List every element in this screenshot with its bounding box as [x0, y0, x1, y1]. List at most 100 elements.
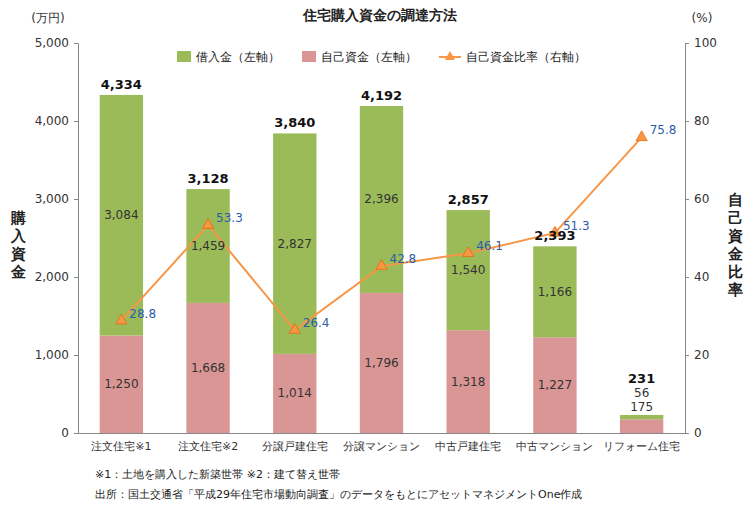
data-label: 1,166: [538, 285, 572, 299]
tick: 中古戸建住宅: [435, 433, 501, 453]
tick-mark: [74, 277, 78, 278]
total-label: 4,192: [361, 88, 402, 103]
legend-item: 自己資金比率（右軸）: [439, 50, 586, 64]
tick-label: 20: [694, 348, 709, 362]
tick: 分譲戸建住宅: [262, 433, 328, 453]
y2-axis-title: 自己資金比率: [727, 191, 743, 299]
data-label: 1,318: [451, 375, 485, 389]
bar: [447, 210, 490, 330]
data-label: 1,796: [364, 356, 398, 370]
tick-label: 3,000: [35, 192, 69, 206]
data-label: 28.8: [129, 307, 156, 321]
total-label: 2,857: [448, 192, 489, 207]
tick: 3,000: [35, 192, 78, 206]
tick-mark: [685, 121, 689, 122]
tick: 4,000: [35, 114, 78, 128]
legend-label: 借入金（左軸）: [196, 50, 280, 64]
bar: [447, 330, 490, 433]
total-label: 231: [628, 371, 655, 386]
tick: 60: [685, 192, 709, 206]
bar: [533, 337, 576, 433]
tick: 80: [685, 114, 709, 128]
tick-label: 4,000: [35, 114, 69, 128]
data-label: 1,459: [191, 239, 225, 253]
bar: [273, 354, 316, 433]
axis-line: [686, 44, 690, 434]
data-label: 51.3: [563, 219, 590, 233]
tick-label: 0: [694, 426, 702, 440]
tick: 注文住宅※2: [178, 433, 238, 453]
tick-label: 5,000: [35, 36, 69, 50]
tick-mark: [685, 43, 689, 44]
y-unit: (万円): [31, 11, 64, 25]
tick-label: 2,000: [35, 270, 69, 284]
data-label: 75.8: [650, 123, 677, 137]
data-label: 1,014: [278, 386, 312, 400]
total-label: 4,334: [101, 77, 142, 92]
tick-mark: [685, 355, 689, 356]
tick: 1,000: [35, 348, 78, 362]
tick: 20: [685, 348, 709, 362]
data-label: 26.4: [303, 316, 330, 330]
bar: [100, 95, 143, 336]
tick-label: 分譲マンション: [343, 440, 420, 453]
data-label: 46.1: [476, 239, 503, 253]
tick-label: 中古マンション: [516, 440, 593, 453]
tick-label: 中古戸建住宅: [435, 440, 501, 453]
data-label: 3,084: [104, 208, 138, 222]
data-label: 1,227: [538, 378, 572, 392]
data-label: 2,396: [364, 192, 398, 206]
footnote: 出所：国土交通省「平成29年住宅市場動向調査」のデータをもとにアセットマネジメン…: [95, 488, 582, 501]
x-axis: 注文住宅※1注文住宅※2分譲戸建住宅分譲マンション中古戸建住宅中古マンションリフ…: [79, 433, 686, 453]
data-label: 175: [630, 400, 653, 414]
line: [121, 137, 641, 330]
labels: 1,250 3,084 4,334 1,668 1,459 3,128 1,014 2,827…: [101, 77, 677, 414]
tick: 分譲マンション: [343, 433, 420, 453]
plot-area: [100, 95, 664, 433]
tick-label: 60: [694, 192, 709, 206]
total-label: 3,840: [274, 115, 315, 130]
legend-label: 自己資金比率（右軸）: [466, 50, 586, 64]
tick-label: 80: [694, 114, 709, 128]
bar: [533, 246, 576, 337]
tick-mark: [685, 199, 689, 200]
data-label: 1,250: [104, 377, 138, 391]
tick-mark: [74, 43, 78, 44]
tick: 100: [685, 36, 717, 50]
bar: [620, 415, 663, 419]
tick-label: リフォーム住宅: [603, 440, 680, 453]
tick-label: 40: [694, 270, 709, 284]
axis-line: [79, 433, 686, 434]
tick-mark: [685, 433, 689, 434]
legend-item: 自己資金（左軸）: [302, 50, 417, 64]
tick-label: 注文住宅※2: [178, 440, 238, 453]
tick-label: 100: [694, 36, 717, 50]
marker: [116, 314, 127, 324]
tick: リフォーム住宅: [603, 433, 680, 453]
data-label: 2,827: [278, 237, 312, 251]
y-axis-title: 購入資金: [10, 209, 27, 281]
bar: [360, 293, 403, 433]
y2-unit: (%): [692, 11, 713, 25]
total-label: 3,128: [188, 171, 229, 186]
marker: [289, 324, 300, 334]
tick: 40: [685, 270, 709, 284]
tick: 2,000: [35, 270, 78, 284]
marker: [376, 260, 387, 270]
legend-label: 自己資金（左軸）: [321, 50, 417, 64]
bar: [620, 419, 663, 433]
data-label: 1,668: [191, 361, 225, 375]
legend-marker: [445, 51, 455, 60]
tick-mark: [74, 355, 78, 356]
tick-mark: [74, 199, 78, 200]
bar: [100, 336, 143, 434]
axis-line: [74, 44, 79, 434]
y2-axis: 0 20 40 60 80 100: [685, 36, 717, 440]
tick: 中古マンション: [516, 433, 593, 453]
tick-mark: [74, 433, 78, 434]
legend: 借入金（左軸） 自己資金（左軸） 自己資金比率（右軸）: [177, 50, 586, 64]
bar: [186, 303, 229, 433]
tick-label: 0: [61, 426, 69, 440]
data-label: 56: [634, 386, 649, 400]
legend-item: 借入金（左軸）: [177, 50, 280, 64]
